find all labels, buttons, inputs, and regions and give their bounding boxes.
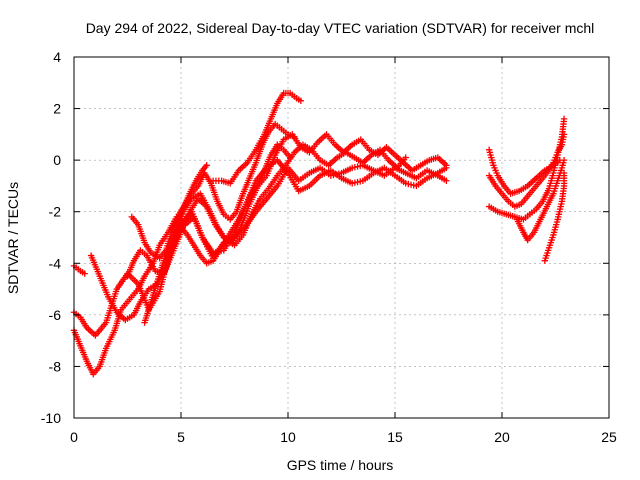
series-track-1	[70, 262, 88, 277]
chart-title: Day 294 of 2022, Sidereal Day-to-day VTE…	[86, 20, 595, 36]
data-point	[402, 154, 409, 161]
series-track-8	[177, 141, 294, 267]
series-track-3	[70, 156, 450, 378]
y-tick-label: -2	[49, 204, 62, 220]
series-track-2	[70, 162, 450, 339]
series-track-10	[485, 146, 563, 197]
x-tick-label: 0	[70, 429, 78, 445]
x-tick-label: 5	[177, 429, 185, 445]
data-point	[443, 177, 450, 184]
y-tick-label: -8	[49, 358, 62, 374]
plot-frame	[73, 56, 610, 419]
y-tick-label: -10	[41, 410, 61, 426]
x-tick-label: 20	[494, 429, 510, 445]
y-tick-label: 2	[53, 101, 61, 117]
x-tick-label: 25	[601, 429, 617, 445]
data-point	[560, 115, 568, 123]
y-tick-label: 4	[53, 49, 61, 65]
y-tick-label: -6	[49, 307, 62, 323]
series-track-5	[124, 131, 450, 280]
data-point	[443, 162, 450, 169]
y-axis-label: SDTVAR / TECUs	[5, 182, 21, 294]
y-tick-label: -4	[49, 255, 62, 271]
data-point	[203, 162, 210, 169]
data-marks	[70, 89, 568, 378]
series-track-7	[141, 162, 210, 326]
series-track-9	[209, 89, 305, 187]
axis-ticks: 0 5 10 15 20 25 -10 -8 -6 -4 -2 0 2 4	[41, 49, 617, 445]
grid	[74, 57, 609, 418]
data-point	[560, 169, 568, 177]
data-point	[560, 156, 568, 164]
series-track-12	[485, 115, 568, 223]
x-tick-label: 10	[280, 429, 296, 445]
data-point	[286, 154, 294, 161]
series-track-14	[541, 169, 568, 264]
y-tick-label: 0	[53, 152, 61, 168]
x-axis-label: GPS time / hours	[287, 457, 394, 473]
data-point	[291, 133, 298, 141]
data-point	[297, 97, 305, 105]
data-point	[81, 270, 88, 277]
x-tick-label: 15	[387, 429, 403, 445]
series-track-13	[513, 156, 568, 244]
